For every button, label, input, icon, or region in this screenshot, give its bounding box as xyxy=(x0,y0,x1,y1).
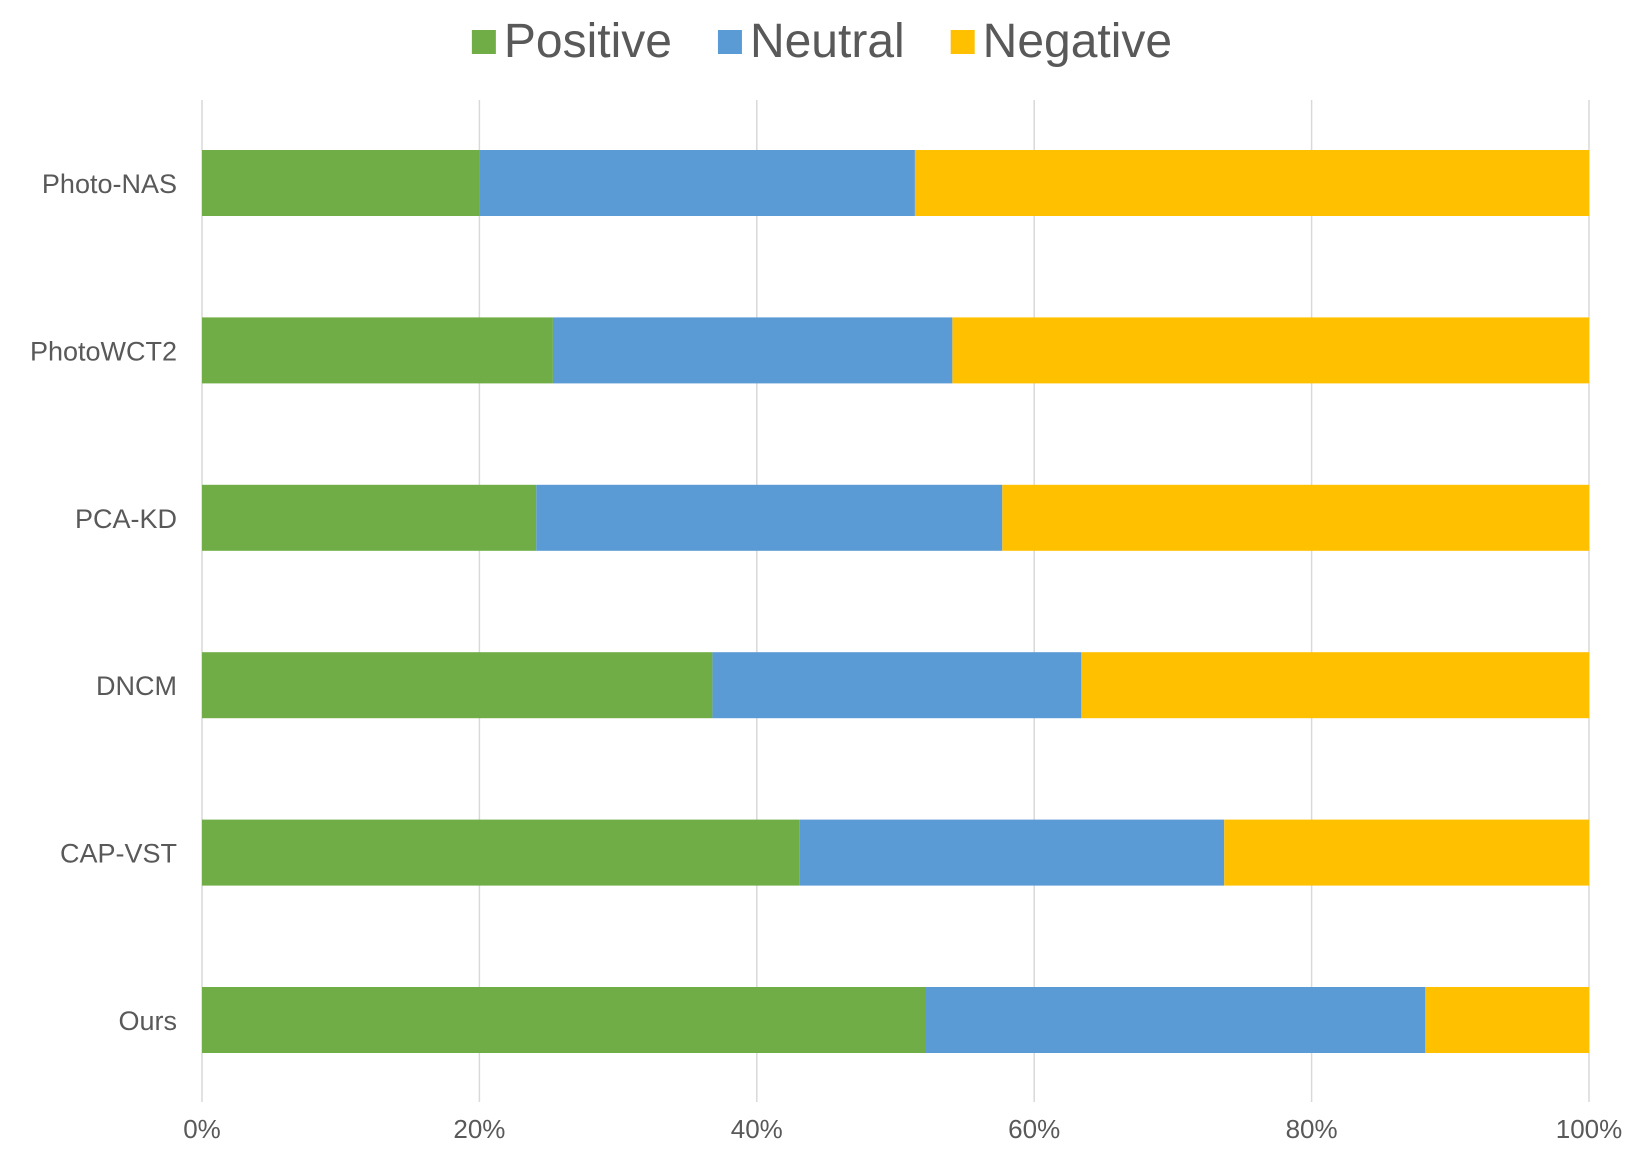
category-label: Ours xyxy=(118,1006,177,1036)
bar-segment-pca-kd-positive xyxy=(202,484,537,551)
legend-item-positive: Positive xyxy=(471,15,672,68)
legend-item-neutral: Neutral xyxy=(717,15,905,68)
category-label: Photo-NAS xyxy=(42,169,177,199)
legend-swatch-positive xyxy=(471,30,496,54)
bar-segment-cap-vst-neutral xyxy=(799,819,1225,886)
legend-swatch-neutral xyxy=(717,30,742,54)
x-tick-label: 40% xyxy=(731,1114,783,1144)
legend-item-negative: Negative xyxy=(950,15,1172,68)
bar-segment-ours-positive xyxy=(202,987,927,1053)
x-tick-label: 60% xyxy=(1008,1114,1060,1144)
bar-segment-pca-kd-negative xyxy=(1002,484,1589,551)
bar-segment-photo-nas-negative xyxy=(914,150,1589,216)
bar-segment-pca-kd-neutral xyxy=(536,484,1003,551)
value-axis: 0% 20% 40% 60% 80% 100% xyxy=(183,1114,1622,1144)
category-axis: Photo-NAS PhotoWCT2 PCA-KD DNCM CAP-VST Ours xyxy=(30,169,177,1036)
bar-segment-photowct2-neutral xyxy=(552,317,953,384)
bar-segment-cap-vst-negative xyxy=(1224,819,1589,886)
legend-swatch-negative xyxy=(950,30,975,54)
category-label: PCA-KD xyxy=(75,504,177,534)
legend-label: Negative xyxy=(983,15,1172,68)
bar-segment-photo-nas-neutral xyxy=(479,150,915,216)
x-tick-label: 20% xyxy=(453,1114,505,1144)
category-label: PhotoWCT2 xyxy=(30,336,177,366)
gridlines xyxy=(201,100,1590,1102)
bar-segment-cap-vst-positive xyxy=(202,819,800,886)
bars xyxy=(202,150,1589,1053)
bar-segment-dncm-negative xyxy=(1081,652,1589,719)
bar-segment-photowct2-positive xyxy=(202,317,553,384)
category-label: CAP-VST xyxy=(60,839,177,869)
bar-segment-dncm-neutral xyxy=(712,652,1082,719)
legend: Positive Neutral Negative xyxy=(471,15,1172,68)
legend-label: Neutral xyxy=(750,15,905,68)
category-label: DNCM xyxy=(96,671,177,701)
x-tick-label: 100% xyxy=(1556,1114,1623,1144)
x-tick-label: 0% xyxy=(183,1114,221,1144)
bar-segment-photowct2-negative xyxy=(952,317,1589,384)
bar-segment-photo-nas-positive xyxy=(202,150,480,216)
bar-segment-ours-neutral xyxy=(926,987,1426,1053)
x-tick-label: 80% xyxy=(1286,1114,1338,1144)
bar-segment-dncm-positive xyxy=(202,652,713,719)
legend-label: Positive xyxy=(504,15,672,68)
bar-segment-ours-negative xyxy=(1425,987,1589,1053)
